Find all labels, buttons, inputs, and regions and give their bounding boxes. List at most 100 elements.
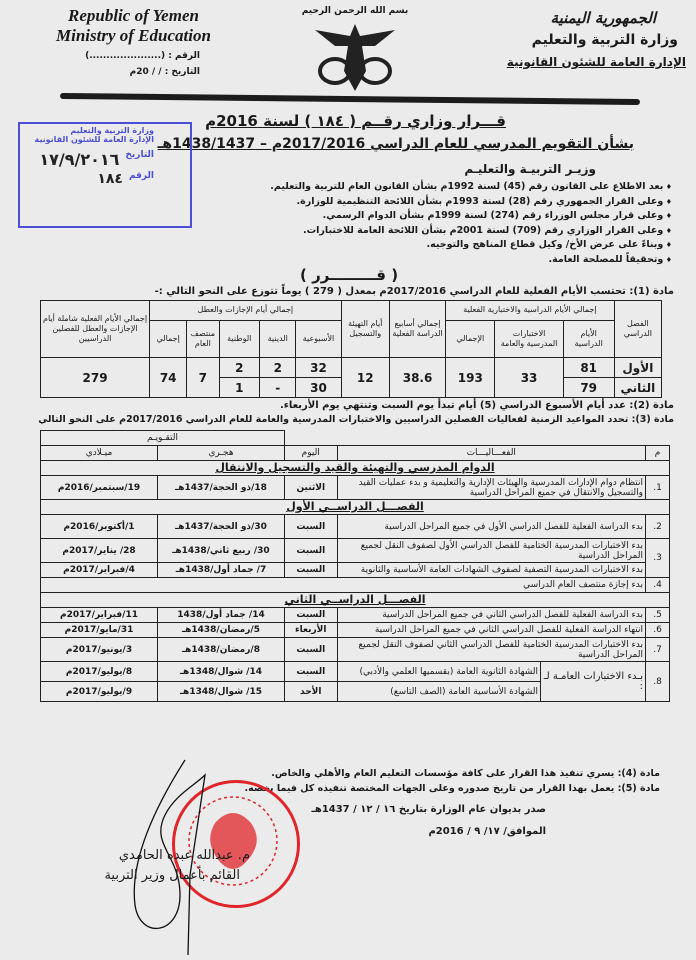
school-calendar-table: التقـويـم م الفعـــاليـــات اليوم هجـري … <box>40 430 670 702</box>
cell-semester: الثاني <box>613 377 663 398</box>
th-hijri: هجـري <box>157 445 285 461</box>
table-row: بدء الاختبارات المدرسية التصفية لصفوف ال… <box>40 562 670 578</box>
cell-gregorian: 11/فبراير/2017م <box>40 607 158 623</box>
table-row: الأول 81 33 193 38.6 12 32 2 2 7 74 279 <box>39 357 663 398</box>
cell-day: الأحد <box>284 681 338 702</box>
section-heading: الفصـــل الدراســي الثاني <box>40 592 670 608</box>
seal-emblem-icon <box>188 796 278 886</box>
cell-religious: 2 <box>258 357 297 379</box>
days-summary-table: الفصل الدراسي إجمالي الأيام الدراسية وال… <box>39 299 663 398</box>
yemen-emblem: بسم الله الرحمن الرحيم <box>300 6 410 98</box>
table-row: 4. بدء إجازة منتصف العام الدراسي <box>40 577 670 593</box>
cell-national: 2 <box>218 357 261 379</box>
th-gregorian: ميـلادي <box>40 445 158 461</box>
th-religious: الدينية <box>258 319 297 359</box>
th-day: اليوم <box>284 445 338 461</box>
cell-number: 6. <box>645 622 670 638</box>
cell-number: 8. <box>645 661 670 702</box>
preamble-item: بعد الاطلاع على القانون رقم (45) لسنة 19… <box>202 180 672 195</box>
cell-gregorian: 4/فبراير/2017م <box>40 562 158 578</box>
th-semester: الفصل الدراسي <box>613 299 663 359</box>
cell-hijri: 14/ شوال/1348هـ <box>157 661 285 682</box>
th-group-holidays: إجمالي أيام الإجازات والعطل <box>149 300 342 321</box>
cell-hijri: 18/ذو الحجة/1437هـ <box>157 475 285 500</box>
header-arabic-line1: الجمهورية اليمنية <box>550 9 656 27</box>
th-weeks: إجمالي أسابيع الدراسة الفعلية <box>388 299 447 359</box>
preamble-item: وعلى القرار الجمهوري رقم (28) لسنة 1993م… <box>202 195 672 210</box>
preamble-item: وتحقيقاً للمصلحة العامة. <box>202 253 672 268</box>
table-row: 7. بدء الاختبارات المدرسية الختامية للفص… <box>40 637 670 662</box>
th-total: الإجمالي <box>445 319 496 359</box>
th-number: م <box>645 445 670 461</box>
cell-number: 7. <box>645 637 670 662</box>
cell-hijri: 30/ ربيع ثاني/1438هـ <box>157 538 285 563</box>
cell-activity: بـدء الاختبارات العامـة لـ : <box>540 661 646 702</box>
cell-activity: انتظام دوام الإدارات المدرسية والهيئات ا… <box>336 475 646 500</box>
cell-day: السبت <box>284 514 338 539</box>
issued-date-gregorian: الموافق/ ١٧/ ٩ / 2016م <box>428 826 546 837</box>
preamble-item: وعلى قرار مجلس الوزراء رقم (274) لسنة 19… <box>202 209 672 224</box>
cell-grand-total: 279 <box>39 357 151 398</box>
cell-hijri: 7/ جماد أول/1438هـ <box>157 562 285 578</box>
th-exams: الاختبارات المدرسية والعامة <box>494 319 564 359</box>
minister-heading: وزيـر التربيـة والتعليـم <box>464 162 596 176</box>
cell-weekly: 30 <box>295 377 342 398</box>
decision-heading: ( قـــــــــرر ) <box>300 266 399 284</box>
header-date: التاريخ : / / 20م <box>129 67 200 77</box>
cell-hijri: 5/رمضان/1438هـ <box>157 622 285 638</box>
cell-sub-activity: الشهادة الأساسية العامة (الصف التاسع) <box>336 681 541 702</box>
th-holidays-total: إجمالي <box>149 319 188 359</box>
cell-study-days: 81 <box>562 357 615 379</box>
article-3: مادة (3): تحدد المواعيد الزمنية لفعاليات… <box>38 414 674 425</box>
preamble-item: وعلى القرار الوزاري رقم (709) لسنة 2001م… <box>202 224 672 239</box>
cell-gregorian: 31/مايو/2017م <box>40 622 158 638</box>
table-row: 1. انتظام دوام الإدارات المدرسية والهيئا… <box>40 475 670 500</box>
cell-hijri: 8/رمضان/1438هـ <box>157 637 285 662</box>
th-activities: الفعـــاليـــات <box>336 445 646 461</box>
cell-number: 1. <box>645 475 670 500</box>
cell-activity: انتهاء الدراسة الفعلية للفصل الدراسي الث… <box>336 622 646 638</box>
decree-title: قـــرار وزاري رقــم ( ١٨٤ ) لسنة 2016م <box>205 112 506 130</box>
cell-day: السبت <box>284 538 338 563</box>
cell-sub-activity: الشهادة الثانوية العامة (بقسميها العلمي … <box>336 661 541 682</box>
article-1: مادة (1): تحتسب الأيام الفعلية للعام الد… <box>154 286 674 297</box>
cell-day: السبت <box>284 607 338 623</box>
stamp-line2: الإدارة العامة للشئون القانونية <box>34 135 154 144</box>
th-study-days: الأيام الدراسية <box>562 319 615 359</box>
stamp-ref-value: ١٨٤ <box>97 171 123 187</box>
section-heading: الدوام المدرسي والتهيئة والقيد والتسجيل … <box>40 460 670 476</box>
incoming-stamp: وزارة التربية والتعليم الإدارة العامة لل… <box>18 122 192 228</box>
cell-midyear: 7 <box>186 357 220 398</box>
cell-activity: بدء إجازة منتصف العام الدراسي <box>40 577 646 593</box>
basmala: بسم الله الرحمن الرحيم <box>301 6 409 16</box>
table-row: 2. بدء الدراسة الفعلية للفصل الدراسي الأ… <box>40 514 670 539</box>
table-row: 5. بدء الدراسة الفعلية للفصل الدراسي الث… <box>40 607 670 623</box>
decree-subtitle: بشأن التقويم المدرسي للعام الدراسي 2017/… <box>157 136 634 152</box>
cell-exams: 33 <box>494 357 564 398</box>
th-weekly: الأسبوعية <box>295 319 342 359</box>
cell-day: الأربعاء <box>284 622 338 638</box>
cell-activity: بدء الاختبارات المدرسية الختامية للفصل ا… <box>336 637 646 662</box>
table-row: الشهادة الأساسية العامة (الصف التاسع) ال… <box>40 681 670 702</box>
cell-hijri: 30/ذو الحجة/1437هـ <box>157 514 285 539</box>
th-midyear: منتصف العام <box>186 319 220 359</box>
cell-study-days: 79 <box>562 377 615 398</box>
header-english-line2: Ministry of Education <box>56 26 211 45</box>
section-heading: الفصـــل الدراســي الأول <box>40 499 670 515</box>
cell-religious: - <box>258 377 297 398</box>
th-grand-total: إجمالي الأيام الفعلية شاملة أيام الإجازا… <box>39 299 151 359</box>
article-2: مادة (2): عدد أيام الأسبوع الدراسي (5) أ… <box>279 400 674 411</box>
cell-semester: الأول <box>613 357 663 379</box>
cell-hijri: 14/ جماد أول/1438 <box>157 607 285 623</box>
table-row: 8. بـدء الاختبارات العامـة لـ : الشهادة … <box>40 661 670 702</box>
signature-icon <box>133 759 206 955</box>
cell-day: السبت <box>284 661 338 682</box>
cell-hijri: 15/ شوال/1348هـ <box>157 681 285 702</box>
cell-activity: بدء الاختبارات المدرسية التصفية لصفوف ال… <box>336 562 646 578</box>
stamp-date-value: ١٧/٩/٢٠١٦ <box>39 150 120 169</box>
cell-day: الاثنين <box>284 475 338 500</box>
article-4: مادة (4): يسري تنفيذ هذا القرار على كافة… <box>271 768 660 779</box>
issued-date-hijri: صدر بديوان عام الوزارة بتاريخ ١٦ / ١٢ / … <box>311 804 546 815</box>
stamp-line1: وزارة التربية والتعليم <box>70 126 154 135</box>
cell-prep: 12 <box>340 357 390 398</box>
